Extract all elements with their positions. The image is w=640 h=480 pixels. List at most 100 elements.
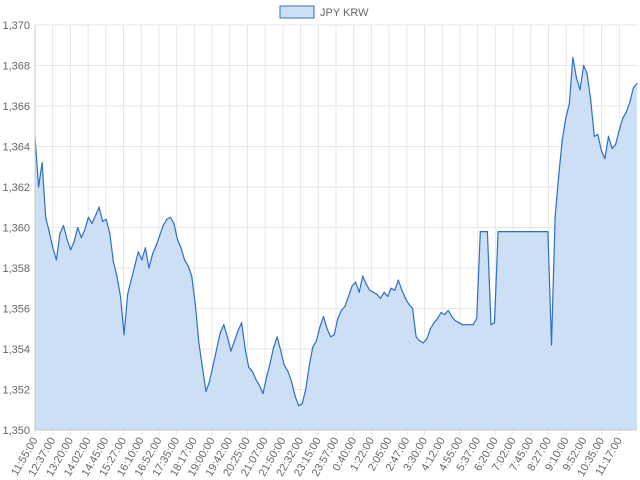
data-point: [312, 346, 314, 348]
data-point: [237, 330, 239, 332]
data-point: [216, 348, 218, 350]
y-tick-label: 1,370: [2, 20, 30, 32]
data-point: [486, 231, 488, 233]
data-point: [504, 231, 506, 233]
data-point: [497, 231, 499, 233]
data-point: [283, 364, 285, 366]
data-point: [476, 318, 478, 320]
data-point: [529, 231, 531, 233]
data-point: [159, 235, 161, 237]
y-tick-label: 1,360: [2, 223, 30, 235]
data-point: [102, 220, 104, 222]
data-point: [501, 231, 503, 233]
data-point: [230, 350, 232, 352]
data-point: [241, 322, 243, 324]
data-point: [415, 336, 417, 338]
data-point: [205, 390, 207, 393]
data-point: [152, 253, 154, 255]
data-point: [401, 289, 403, 291]
data-point: [394, 289, 396, 291]
data-point: [629, 101, 631, 103]
data-point: [483, 231, 485, 233]
data-point: [38, 186, 40, 188]
data-point: [387, 295, 389, 297]
data-point: [540, 231, 542, 233]
data-point: [315, 340, 317, 342]
data-point: [144, 247, 146, 249]
data-point: [568, 103, 570, 105]
data-point: [625, 111, 627, 113]
data-point: [130, 279, 132, 281]
data-point: [95, 214, 97, 216]
y-tick-label: 1,362: [2, 182, 30, 194]
data-point: [412, 307, 414, 310]
data-point: [134, 265, 136, 267]
data-point: [326, 328, 328, 330]
data-point: [201, 366, 203, 368]
data-point: [572, 56, 574, 59]
data-point: [87, 216, 89, 218]
data-point: [290, 380, 293, 382]
data-point: [351, 285, 353, 287]
legend[interactable]: JPY KRW: [279, 5, 369, 19]
data-point: [255, 378, 257, 380]
y-tick-label: 1,352: [2, 385, 30, 397]
data-point: [508, 231, 510, 233]
data-point: [362, 275, 364, 277]
data-point: [48, 231, 50, 233]
data-point: [333, 334, 335, 336]
data-point: [212, 364, 214, 366]
data-point: [258, 384, 260, 386]
legend-swatch[interactable]: [279, 5, 315, 19]
data-point: [550, 344, 553, 346]
data-point: [536, 231, 538, 233]
data-point: [127, 293, 129, 295]
data-point: [547, 231, 549, 233]
data-point: [191, 275, 193, 277]
data-point: [533, 231, 535, 233]
data-point: [397, 279, 399, 281]
data-point: [187, 265, 189, 267]
data-point: [180, 247, 182, 249]
data-point: [98, 206, 100, 208]
data-point: [586, 73, 588, 75]
y-tick-label: 1,368: [2, 61, 30, 73]
data-point: [543, 231, 546, 233]
data-point: [198, 342, 200, 344]
y-tick-label: 1,358: [2, 263, 30, 275]
data-point: [461, 324, 464, 326]
data-point: [458, 322, 460, 324]
data-point: [276, 336, 278, 338]
data-point: [194, 303, 196, 305]
data-point: [123, 334, 125, 336]
data-point: [322, 316, 325, 318]
data-point: [287, 370, 289, 372]
data-point: [344, 305, 346, 308]
data-point: [91, 222, 93, 224]
data-point: [52, 247, 54, 249]
data-point: [173, 222, 175, 224]
data-point: [109, 233, 111, 235]
legend-label-jpy-krw[interactable]: JPY KRW: [320, 7, 369, 19]
data-point: [77, 226, 79, 229]
data-point: [636, 83, 638, 85]
data-point: [429, 328, 431, 330]
data-point: [112, 261, 114, 263]
data-point: [622, 117, 624, 119]
data-point: [233, 340, 236, 342]
data-point: [511, 231, 513, 233]
data-point: [80, 237, 82, 239]
data-point: [162, 224, 164, 227]
data-point: [600, 150, 603, 152]
data-point: [479, 231, 481, 233]
data-point: [223, 324, 225, 326]
data-point: [141, 259, 143, 261]
data-point: [408, 303, 410, 305]
data-point: [615, 143, 617, 146]
data-point: [558, 176, 560, 178]
data-point: [208, 380, 211, 382]
y-tick-label: 1,350: [2, 425, 30, 437]
data-point: [251, 370, 253, 372]
data-point: [155, 245, 157, 247]
data-point: [604, 158, 606, 160]
